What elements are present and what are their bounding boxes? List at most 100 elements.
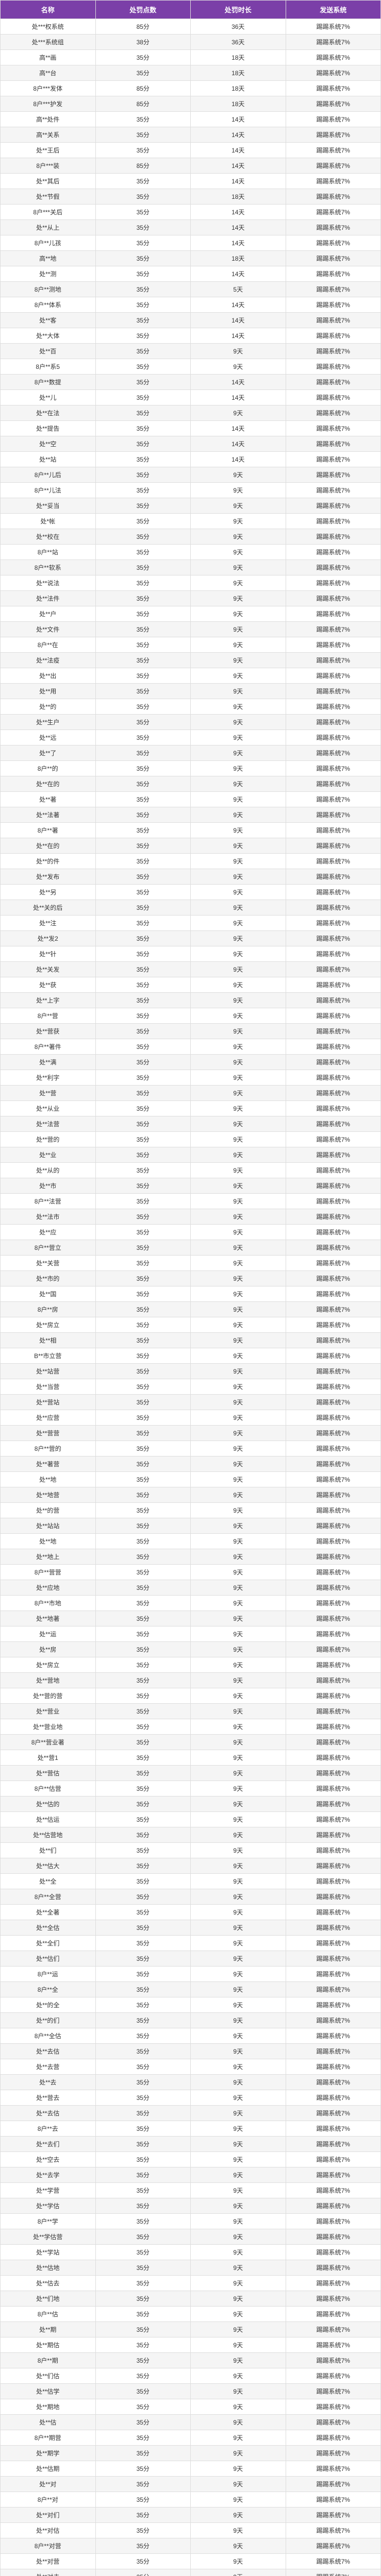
cell-3: 踢踢系统7%: [286, 2137, 381, 2152]
table-row: 处**对去35分9天踢踢系统7%: [1, 2569, 381, 2576]
table-row: 处**营营35分9天踢踢系统7%: [1, 1426, 381, 1441]
cell-1: 35分: [95, 1317, 191, 1333]
cell-0: 处**法件: [1, 591, 96, 606]
cell-2: 9天: [191, 1781, 286, 1797]
cell-0: 8户**著: [1, 823, 96, 838]
cell-2: 9天: [191, 2214, 286, 2229]
cell-0: 处**在的: [1, 838, 96, 854]
cell-0: 8户**数提: [1, 375, 96, 390]
cell-0: 处**其后: [1, 174, 96, 189]
table-row: 处**站站35分9天踢踢系统7%: [1, 1518, 381, 1534]
cell-3: 踢踢系统7%: [286, 2291, 381, 2307]
cell-2: 5天: [191, 282, 286, 297]
cell-1: 35分: [95, 1843, 191, 1858]
table-row: 处**远35分9天踢踢系统7%: [1, 730, 381, 745]
table-row: 处**营获35分9天踢踢系统7%: [1, 1024, 381, 1039]
cell-1: 35分: [95, 1024, 191, 1039]
cell-0: 处**估运: [1, 1812, 96, 1827]
cell-2: 9天: [191, 2167, 286, 2183]
cell-1: 35分: [95, 2477, 191, 2492]
table-row: 8户**营业著35分9天踢踢系统7%: [1, 1735, 381, 1750]
table-row: 8户***发体85分18天踢踢系统7%: [1, 81, 381, 96]
table-row: 处**们估35分9天踢踢系统7%: [1, 2368, 381, 2384]
cell-2: 9天: [191, 1194, 286, 1209]
cell-3: 踢踢系统7%: [286, 143, 381, 158]
cell-0: 处**去估: [1, 2106, 96, 2121]
cell-3: 踢踢系统7%: [286, 282, 381, 297]
cell-1: 35分: [95, 1611, 191, 1626]
table-row: 高**地35分18天踢踢系统7%: [1, 251, 381, 266]
table-row: 处**应35分9天踢踢系统7%: [1, 1225, 381, 1240]
cell-0: 处**去学: [1, 2167, 96, 2183]
cell-3: 踢踢系统7%: [286, 205, 381, 220]
cell-2: 9天: [191, 993, 286, 1008]
cell-1: 35分: [95, 313, 191, 328]
table-row: 处**说法35分9天踢踢系统7%: [1, 575, 381, 591]
cell-0: 高**处件: [1, 112, 96, 127]
table-row: 处***权系统85分36天踢踢系统7%: [1, 19, 381, 35]
table-row: 处**地上35分9天踢踢系统7%: [1, 1549, 381, 1565]
cell-2: 9天: [191, 1070, 286, 1086]
cell-1: 35分: [95, 2044, 191, 2059]
cell-2: 9天: [191, 1611, 286, 1626]
cell-3: 踢踢系统7%: [286, 1673, 381, 1688]
cell-1: 35分: [95, 1889, 191, 1905]
cell-2: 18天: [191, 96, 286, 112]
cell-1: 35分: [95, 807, 191, 823]
cell-0: 处**营去: [1, 2090, 96, 2106]
cell-2: 9天: [191, 1827, 286, 1843]
cell-2: 9天: [191, 2028, 286, 2044]
table-row: 处**估学35分9天踢踢系统7%: [1, 2384, 381, 2399]
cell-0: 8户**在: [1, 637, 96, 653]
cell-2: 9天: [191, 1549, 286, 1565]
table-row: 8户**系535分9天踢踢系统7%: [1, 359, 381, 375]
cell-3: 踢踢系统7%: [286, 421, 381, 436]
table-row: 8户**全35分9天踢踢系统7%: [1, 1982, 381, 1997]
table-row: 处**获35分9天踢踢系统7%: [1, 977, 381, 993]
table-row: 8户**站35分9天踢踢系统7%: [1, 545, 381, 560]
cell-0: 处**市的: [1, 1271, 96, 1286]
cell-3: 踢踢系统7%: [286, 575, 381, 591]
cell-0: 处**们地: [1, 2291, 96, 2307]
cell-1: 35分: [95, 699, 191, 715]
cell-3: 踢踢系统7%: [286, 606, 381, 622]
cell-1: 35分: [95, 885, 191, 900]
cell-3: 踢踢系统7%: [286, 81, 381, 96]
cell-2: 9天: [191, 1116, 286, 1132]
cell-0: 处**法疫: [1, 653, 96, 668]
cell-1: 35分: [95, 2554, 191, 2569]
table-row: 处**营业地35分9天踢踢系统7%: [1, 1719, 381, 1735]
cell-3: 踢踢系统7%: [286, 344, 381, 359]
cell-1: 35分: [95, 65, 191, 81]
cell-3: 踢踢系统7%: [286, 1936, 381, 1951]
cell-3: 踢踢系统7%: [286, 2245, 381, 2260]
cell-3: 踢踢系统7%: [286, 1317, 381, 1333]
table-row: 8户**儿法35分9天踢踢系统7%: [1, 483, 381, 498]
cell-2: 9天: [191, 545, 286, 560]
cell-2: 9天: [191, 2461, 286, 2477]
table-row: 处**对营35分9天踢踢系统7%: [1, 2554, 381, 2569]
cell-3: 踢踢系统7%: [286, 699, 381, 715]
pricing-table-container: 名称处罚点数处罚时长发送系统 处***权系统85分36天踢踢系统7%处***系统…: [0, 0, 381, 2576]
cell-0: 处**王后: [1, 143, 96, 158]
table-row: 处**的件35分9天踢踢系统7%: [1, 854, 381, 869]
cell-3: 踢踢系统7%: [286, 2013, 381, 2028]
cell-2: 9天: [191, 1657, 286, 1673]
table-row: 处**从的35分9天踢踢系统7%: [1, 1163, 381, 1178]
cell-0: 处**营站: [1, 1395, 96, 1410]
cell-2: 9天: [191, 622, 286, 637]
table-row: 8户**估35分9天踢踢系统7%: [1, 2307, 381, 2322]
cell-0: 处**客: [1, 313, 96, 328]
cell-2: 14天: [191, 436, 286, 452]
cell-2: 9天: [191, 653, 286, 668]
table-row: 8户**营立35分9天踢踢系统7%: [1, 1240, 381, 1256]
cell-2: 9天: [191, 838, 286, 854]
table-row: 处**学估35分9天踢踢系统7%: [1, 2198, 381, 2214]
cell-2: 9天: [191, 2152, 286, 2167]
cell-1: 35分: [95, 1735, 191, 1750]
cell-0: 处**当营: [1, 1379, 96, 1395]
cell-0: 处*帐: [1, 514, 96, 529]
cell-2: 9天: [191, 792, 286, 807]
cell-1: 35分: [95, 684, 191, 699]
cell-2: 9天: [191, 2430, 286, 2446]
